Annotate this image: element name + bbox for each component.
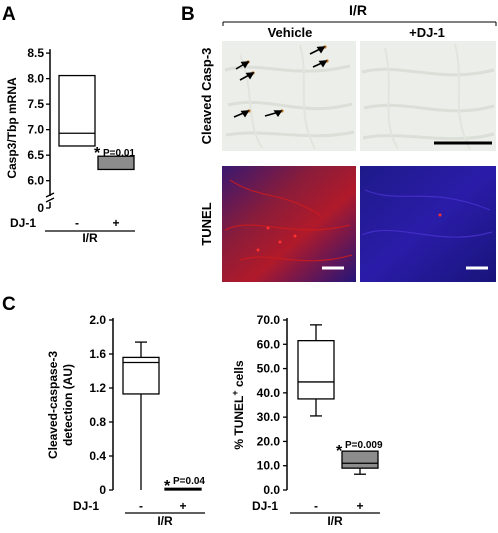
x-category-label: + <box>356 499 363 513</box>
y-axis-label: Cleaved-caspase-3detection (AU) <box>46 351 75 459</box>
box-body <box>59 76 95 146</box>
y-tick-label: 7.5 <box>27 97 44 111</box>
dj1-row-label: DJ-1 <box>252 499 278 513</box>
y-axis-label-line: Cleaved-caspase-3 <box>46 351 60 459</box>
tunel-image-vehicle <box>222 166 356 282</box>
y-tick-label: 0 <box>99 483 106 497</box>
y-tick-label: 1.2 <box>89 381 106 395</box>
y-tick-label: 20.0 <box>257 434 281 448</box>
tunel-image-dj1 <box>360 166 496 282</box>
y-tick-label: 1.6 <box>89 347 106 361</box>
row-label-tunel: TUNEL <box>199 202 214 245</box>
ihc-image-dj1 <box>360 41 496 151</box>
panel-letter-a: A <box>2 4 16 25</box>
x-category-label: + <box>179 499 186 513</box>
group-label: I/R <box>157 514 173 528</box>
box-body <box>342 451 378 468</box>
x-category-label: - <box>75 216 79 230</box>
group-label: I/R <box>327 514 343 528</box>
panel-b: I/R Vehicle +DJ-1 Cleaved Casp-3 TUNEL <box>199 2 496 282</box>
y-tick-label: 30.0 <box>257 410 281 424</box>
y-tick-label: 8.5 <box>27 46 44 60</box>
x-category-label: + <box>112 216 119 230</box>
axis-break-mark <box>46 198 54 202</box>
y-axis-label: Casp3/Tbp mRNA <box>5 77 19 179</box>
significance-star: * <box>164 478 171 495</box>
y-tick-label: 40.0 <box>257 386 281 400</box>
y-axis-label: % TUNEL+ cells <box>230 360 246 450</box>
y-tick-label: 50.0 <box>257 362 281 376</box>
panel-b-header: I/R <box>349 2 367 18</box>
significance-star: * <box>94 145 101 162</box>
y-tick-label: 2.0 <box>89 313 106 327</box>
col-label-vehicle: Vehicle <box>268 25 313 40</box>
chart-c2: 0.0 10.0 20.0 30.0 40.0 50.0 60.0 70.0 % TUNEL+ … <box>230 313 383 528</box>
significance-star: * <box>336 443 343 460</box>
y-tick-label: 6.0 <box>27 174 44 188</box>
x-category-label: - <box>139 499 143 513</box>
y-tick-label: 70.0 <box>257 313 281 327</box>
y-tick-label: 0.8 <box>89 415 106 429</box>
y-axis-label-part: cells <box>232 360 246 390</box>
y-axis-label-line: detection (AU) <box>61 364 75 446</box>
group-label: I/R <box>82 231 98 245</box>
y-tick-label: 60.0 <box>257 337 281 351</box>
y-tick-label: 10.0 <box>257 459 281 473</box>
ihc-image-vehicle <box>222 41 356 151</box>
panel-letter-b: B <box>181 4 195 25</box>
x-category-label: - <box>314 499 318 513</box>
y-tick-label: 0.0 <box>263 483 280 497</box>
y-tick-label: 6.5 <box>27 148 44 162</box>
col-label-dj1: +DJ-1 <box>409 25 445 40</box>
y-tick-label: 0.4 <box>89 449 106 463</box>
panel-letter-c: C <box>2 294 16 315</box>
y-tick-label: 7.0 <box>27 123 44 137</box>
p-value-label: P=0.01 <box>103 148 135 159</box>
dj1-row-label: DJ-1 <box>10 216 36 230</box>
y-tick-label: 8.0 <box>27 72 44 86</box>
dj1-row-label: DJ-1 <box>73 499 99 513</box>
p-value-label: P=0.009 <box>345 440 383 451</box>
p-value-label: P=0.04 <box>173 476 205 487</box>
y-tick-label: 0 <box>37 201 44 215</box>
box-body <box>298 341 334 399</box>
y-axis-label-part: % TUNEL <box>232 396 246 450</box>
chart-a: 0 6.0 6.5 7.0 7.5 8.0 8.5 Casp3/Tbp mRNA * P=0.01… <box>5 46 135 245</box>
chart-c1: 0 0.4 0.8 1.2 1.6 2.0 Cleaved-caspase-3detecti… <box>46 313 205 528</box>
row-label-casp: Cleaved Casp-3 <box>199 48 214 145</box>
